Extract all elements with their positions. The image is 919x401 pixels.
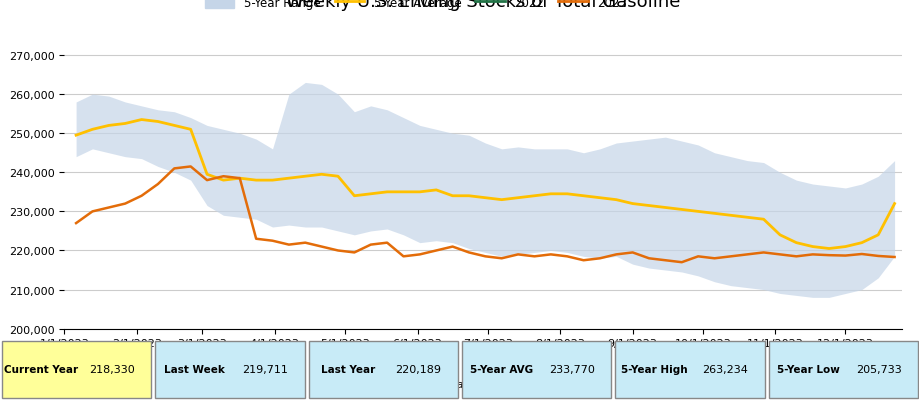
Text: 205,733: 205,733 [855,364,901,374]
Text: Current Year: Current Year [5,364,78,374]
Text: 233,770: 233,770 [549,364,595,374]
Text: 263,234: 263,234 [701,364,747,374]
FancyBboxPatch shape [308,341,458,398]
Text: 219,711: 219,711 [242,364,288,374]
FancyBboxPatch shape [461,341,611,398]
Text: 5-Year Low: 5-Year Low [776,364,839,374]
Text: Last Week: Last Week [165,364,225,374]
Legend: 5-Year Range, 5-Year Average, 2022, 2023: 5-Year Range, 5-Year Average, 2022, 2023 [200,0,631,15]
FancyBboxPatch shape [155,341,304,398]
Text: 218,330: 218,330 [89,364,135,374]
Title: Weekly U.S. Ending Stocks of Total Gasoline: Weekly U.S. Ending Stocks of Total Gasol… [286,0,679,10]
FancyBboxPatch shape [767,341,917,398]
FancyBboxPatch shape [615,341,764,398]
Text: 5-Year AVG: 5-Year AVG [470,364,532,374]
Y-axis label: Thousand Barrels: Thousand Barrels [0,137,4,240]
Text: 5-Year High: 5-Year High [620,364,687,374]
Text: Source Data: EIA – PFL Analytics: Source Data: EIA – PFL Analytics [399,379,566,389]
FancyBboxPatch shape [2,341,152,398]
Text: Last Year: Last Year [321,364,375,374]
Text: 220,189: 220,189 [395,364,441,374]
